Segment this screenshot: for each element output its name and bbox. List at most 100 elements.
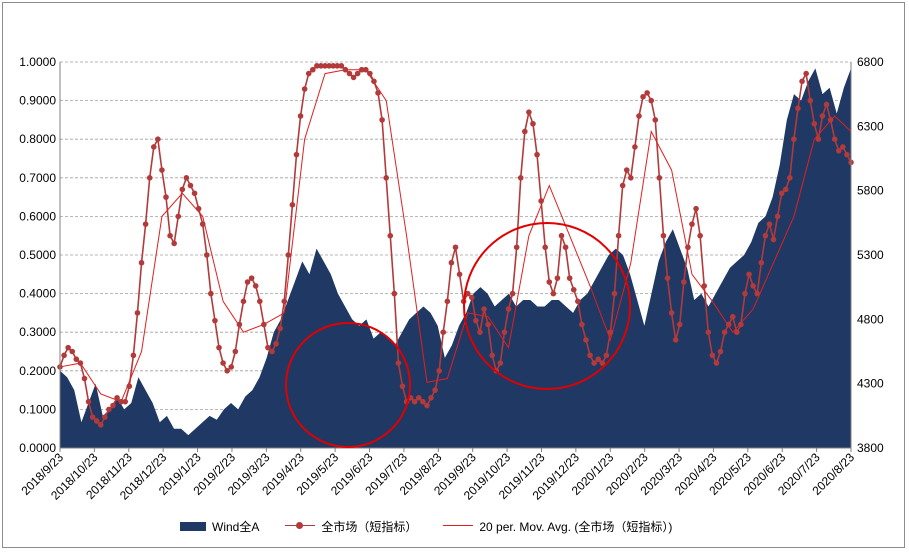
annotation-circle	[285, 322, 411, 448]
data-point-marker	[823, 101, 830, 108]
data-point-marker	[61, 352, 67, 359]
data-point-marker	[183, 175, 190, 181]
legend-swatch-line	[443, 521, 474, 531]
data-point-marker	[424, 402, 430, 409]
data-point-marker	[411, 398, 418, 405]
data-point-marker	[840, 144, 846, 150]
data-point-marker	[807, 97, 814, 104]
data-point-marker	[782, 186, 789, 193]
data-point-marker	[522, 128, 528, 135]
data-point-marker	[273, 340, 279, 347]
area-series-wind	[60, 68, 851, 448]
data-point-marker	[644, 90, 650, 96]
data-point-marker	[375, 90, 381, 96]
data-point-marker	[660, 232, 667, 239]
data-point-marker	[65, 344, 71, 351]
data-point-marker	[530, 120, 536, 127]
data-point-marker	[440, 329, 447, 336]
data-point-marker	[697, 232, 703, 239]
legend-swatch-area	[180, 521, 206, 531]
data-point-marker	[77, 360, 84, 366]
data-point-marker	[615, 232, 622, 239]
data-point-marker	[334, 63, 341, 69]
data-point-marker	[489, 352, 495, 359]
data-point-marker	[575, 298, 581, 305]
data-point-marker	[774, 213, 781, 220]
data-point-marker	[248, 275, 255, 281]
data-point-marker	[811, 120, 818, 127]
data-point-marker	[297, 113, 304, 119]
data-point-marker	[383, 175, 389, 181]
data-point-marker	[501, 329, 508, 336]
data-point-marker	[195, 205, 202, 212]
data-point-marker	[632, 144, 638, 150]
data-point-marker	[587, 352, 593, 359]
data-point-marker	[240, 298, 247, 305]
data-point-marker	[354, 70, 361, 77]
data-point-marker	[163, 194, 169, 200]
data-point-marker	[668, 310, 675, 316]
data-point-marker	[546, 279, 553, 285]
data-point-marker	[305, 70, 312, 77]
legend-swatch-line-marker	[285, 521, 316, 531]
data-point-marker	[640, 93, 646, 100]
data-point-marker	[721, 329, 728, 336]
data-point-marker	[167, 232, 173, 239]
data-point-marker	[216, 344, 222, 351]
data-point-marker	[93, 418, 100, 424]
data-point-marker	[358, 66, 365, 73]
data-point-marker	[729, 313, 736, 320]
data-point-marker	[122, 398, 129, 405]
data-point-marker	[538, 198, 544, 204]
data-point-marker	[713, 360, 720, 366]
data-point-marker	[142, 221, 149, 227]
data-point-marker	[191, 190, 198, 197]
data-point-marker	[102, 414, 108, 420]
data-point-marker	[432, 387, 438, 393]
data-point-marker	[509, 290, 516, 297]
data-point-marker	[228, 364, 235, 370]
data-point-marker	[118, 398, 124, 405]
data-point-marker	[701, 283, 708, 289]
data-point-marker	[758, 259, 765, 266]
y-left-tick-label: 1.0000	[19, 55, 56, 69]
data-point-marker	[322, 63, 328, 69]
data-point-marker	[114, 395, 120, 401]
data-point-marker	[562, 244, 569, 251]
data-point-marker	[391, 290, 398, 297]
line-series-moving-average	[59, 69, 852, 403]
data-point-marker	[534, 151, 540, 158]
data-point-marker	[652, 117, 659, 123]
data-point-marker	[252, 283, 259, 289]
data-point-marker	[289, 202, 296, 208]
data-point-marker	[212, 317, 218, 324]
data-point-marker	[371, 78, 377, 85]
data-point-marker	[399, 383, 406, 390]
data-point-marker	[689, 221, 695, 227]
data-point-marker	[73, 356, 80, 363]
data-point-marker	[835, 147, 842, 154]
data-point-marker	[477, 329, 483, 336]
y-right-tick-label: 3800	[857, 441, 884, 455]
legend-item-mavg: 20 per. Mov. Avg. (全市场（短指标）)	[443, 518, 672, 535]
data-point-marker	[599, 360, 606, 366]
data-point-marker	[693, 205, 699, 212]
data-point-marker	[570, 286, 577, 293]
data-point-marker	[746, 271, 752, 278]
data-point-marker	[738, 321, 744, 328]
data-point-marker	[179, 186, 186, 193]
data-point-marker	[448, 259, 455, 266]
data-point-marker	[717, 348, 724, 355]
data-point-marker	[261, 321, 267, 328]
data-point-marker	[236, 321, 243, 328]
y-left-tick-label: 0.6000	[19, 209, 56, 223]
data-point-marker	[269, 348, 275, 355]
data-point-marker	[770, 236, 777, 243]
data-point-marker	[526, 109, 532, 115]
y-right-tick-label: 5800	[857, 184, 884, 198]
data-point-marker	[705, 329, 712, 336]
data-point-marker	[497, 360, 504, 366]
data-point-marker	[505, 306, 512, 312]
data-point-marker	[89, 414, 96, 420]
y-left-tick-label: 0.8000	[19, 132, 56, 146]
